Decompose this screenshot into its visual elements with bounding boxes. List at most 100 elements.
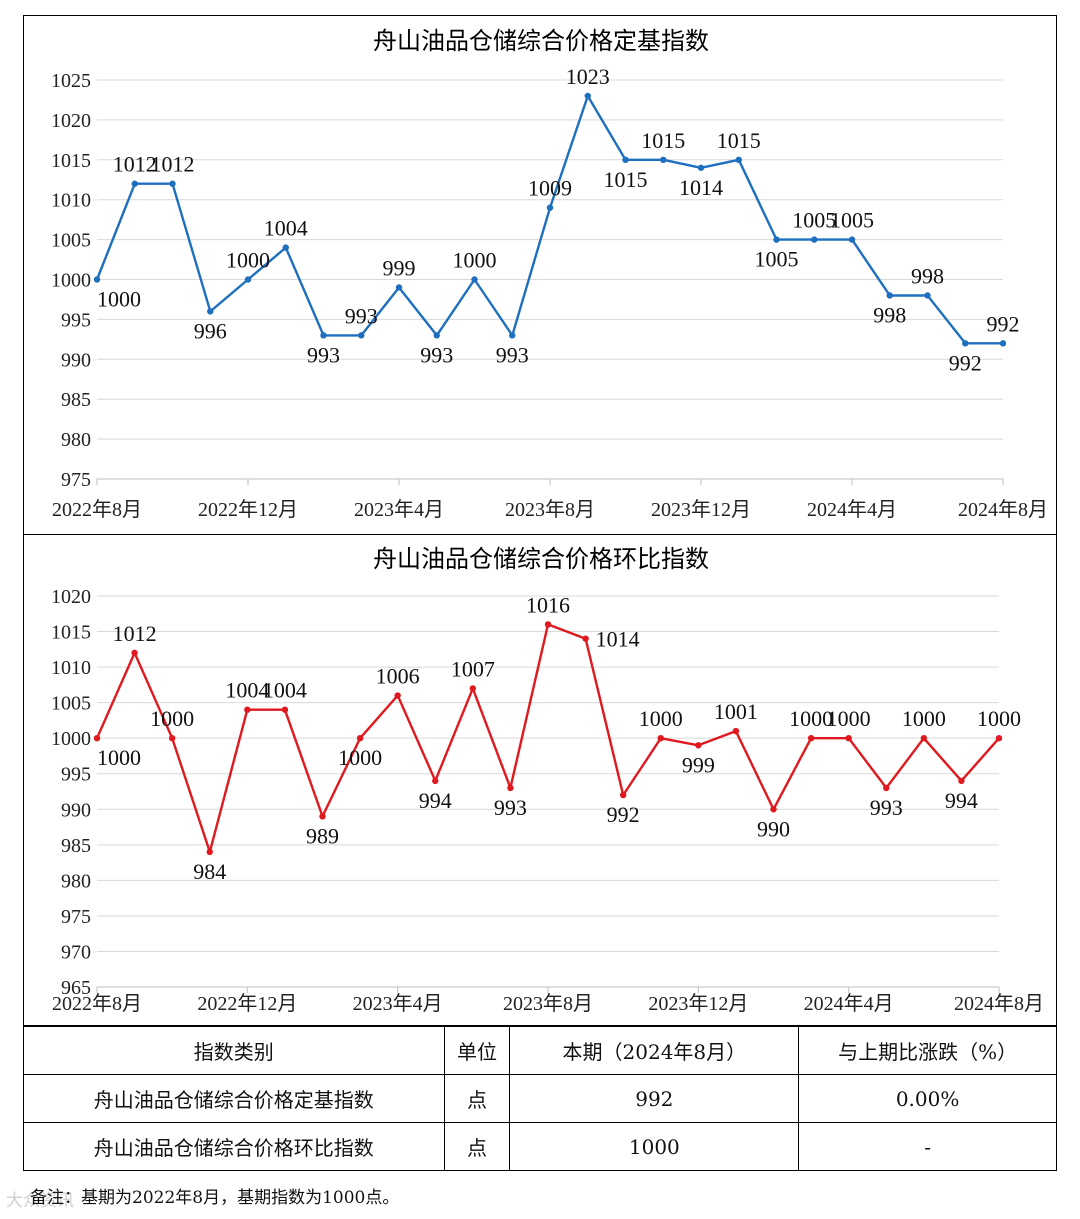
data-point: [507, 784, 514, 792]
watermark-text: 大众资讯: [6, 1191, 74, 1211]
data-label: 1015: [604, 167, 648, 192]
data-label: 993: [345, 303, 378, 328]
data-label: 1005: [755, 247, 799, 272]
y-tick-label: 985: [61, 835, 91, 857]
table-header-unit: 单位: [443, 1026, 511, 1075]
table-cell-current: 1000: [509, 1122, 800, 1171]
data-point: [546, 204, 554, 211]
chart-title: 舟山油品仓储综合价格环比指数: [373, 545, 709, 573]
data-label: 1000: [150, 706, 194, 731]
data-label: 1004: [263, 678, 307, 703]
fixed-base-index-chart-panel: 舟山油品仓储综合价格定基指数 975 980 985 990 995 1000 1005 101…: [23, 15, 1057, 535]
data-label: 998: [873, 302, 906, 327]
data-label: 1000: [97, 745, 141, 770]
x-tick-label: 2022年8月: [52, 992, 142, 1015]
data-point: [244, 706, 251, 713]
data-point: [695, 742, 702, 749]
data-label: 994: [419, 788, 452, 813]
y-tick-label: 980: [61, 870, 91, 892]
data-point: [395, 284, 403, 291]
data-point: [848, 236, 856, 243]
y-tick-label: 995: [61, 309, 91, 331]
data-label: 1000: [338, 745, 382, 770]
x-tick-label: 2024年8月: [954, 992, 1044, 1015]
data-label: 998: [911, 263, 944, 288]
x-tick-label: 2022年12月: [197, 992, 297, 1015]
data-point: [356, 734, 364, 742]
data-label: 1012: [113, 621, 157, 646]
table-cell-change: 0.00%: [798, 1074, 1057, 1123]
data-label: 994: [945, 788, 978, 813]
x-tick-label: 2023年4月: [354, 498, 444, 521]
data-label: 1000: [639, 706, 683, 731]
data-point: [622, 156, 629, 163]
data-point: [207, 308, 214, 315]
data-point: [660, 156, 667, 163]
data-point: [131, 649, 138, 657]
data-label: 989: [306, 823, 339, 848]
table-cell-unit: 点: [443, 1074, 511, 1123]
data-label: 1015: [641, 128, 685, 153]
y-tick-label: 1020: [51, 586, 91, 608]
data-point: [358, 332, 365, 339]
x-tick-label: 2023年12月: [648, 992, 748, 1015]
data-label: 992: [607, 802, 640, 827]
y-tick-label: 970: [61, 941, 91, 963]
data-point: [995, 734, 1003, 742]
data-point: [619, 791, 627, 799]
x-tick-label: 2023年8月: [503, 992, 593, 1015]
data-point: [999, 340, 1007, 347]
data-point: [469, 685, 477, 692]
data-point: [394, 692, 401, 699]
y-tick-label: 1005: [51, 693, 91, 715]
data-label: 1000: [789, 706, 833, 731]
data-label: 1023: [566, 64, 610, 89]
table-cell-category: 舟山油品仓储综合价格定基指数: [23, 1074, 445, 1123]
data-point: [244, 276, 252, 283]
data-label: 996: [194, 318, 227, 343]
data-point: [657, 734, 664, 742]
data-label: 1000: [827, 706, 871, 731]
data-label: 1012: [113, 152, 157, 177]
data-point: [732, 727, 740, 735]
data-point: [282, 244, 289, 251]
data-label: 999: [383, 255, 416, 280]
data-point: [169, 180, 176, 187]
y-tick-label: 1000: [51, 728, 91, 750]
data-label: 1000: [902, 706, 946, 731]
data-label: 1004: [225, 678, 269, 703]
data-point: [131, 180, 138, 187]
x-tick-label: 2024年4月: [807, 498, 897, 521]
x-tick-label: 2024年4月: [804, 992, 894, 1015]
data-label: 992: [949, 350, 982, 375]
data-point: [281, 706, 289, 713]
chain-index-chart: 舟山油品仓储综合价格环比指数96597097598098599099510001…: [51, 545, 1044, 1015]
data-label: 993: [307, 342, 340, 367]
table-cell-change: -: [798, 1122, 1057, 1171]
y-tick-label: 980: [61, 429, 91, 451]
table-header-current: 本期（2024年8月）: [509, 1026, 800, 1075]
y-tick-label: 1020: [51, 110, 91, 132]
data-label: 1004: [264, 216, 308, 241]
data-label: 1014: [596, 627, 640, 652]
data-label: 1001: [714, 699, 758, 724]
data-point: [582, 635, 589, 642]
data-point: [697, 164, 705, 171]
data-point: [845, 734, 852, 742]
data-point: [883, 784, 890, 792]
y-tick-label: 990: [61, 349, 91, 371]
data-label: 1012: [151, 152, 195, 177]
data-point: [168, 734, 176, 742]
data-label: 1016: [526, 592, 570, 617]
data-label: 993: [494, 795, 527, 820]
data-label: 1000: [226, 248, 270, 273]
table-row: 舟山油品仓储综合价格环比指数 点 1000 -: [23, 1122, 1057, 1171]
y-tick-label: 975: [61, 906, 91, 928]
data-label: 993: [870, 795, 903, 820]
data-point: [93, 734, 101, 742]
data-label: 993: [420, 342, 453, 367]
fixed-base-index-chart: 舟山油品仓储综合价格定基指数 975 980 985 990 995 1000 1005 101…: [51, 27, 1048, 521]
y-tick-label: 1025: [51, 70, 91, 92]
y-tick-label: 975: [61, 469, 91, 491]
summary-table: 指数类别 单位 本期（2024年8月） 与上期比涨跌（%） 舟山油品仓储综合价格…: [23, 1026, 1057, 1171]
